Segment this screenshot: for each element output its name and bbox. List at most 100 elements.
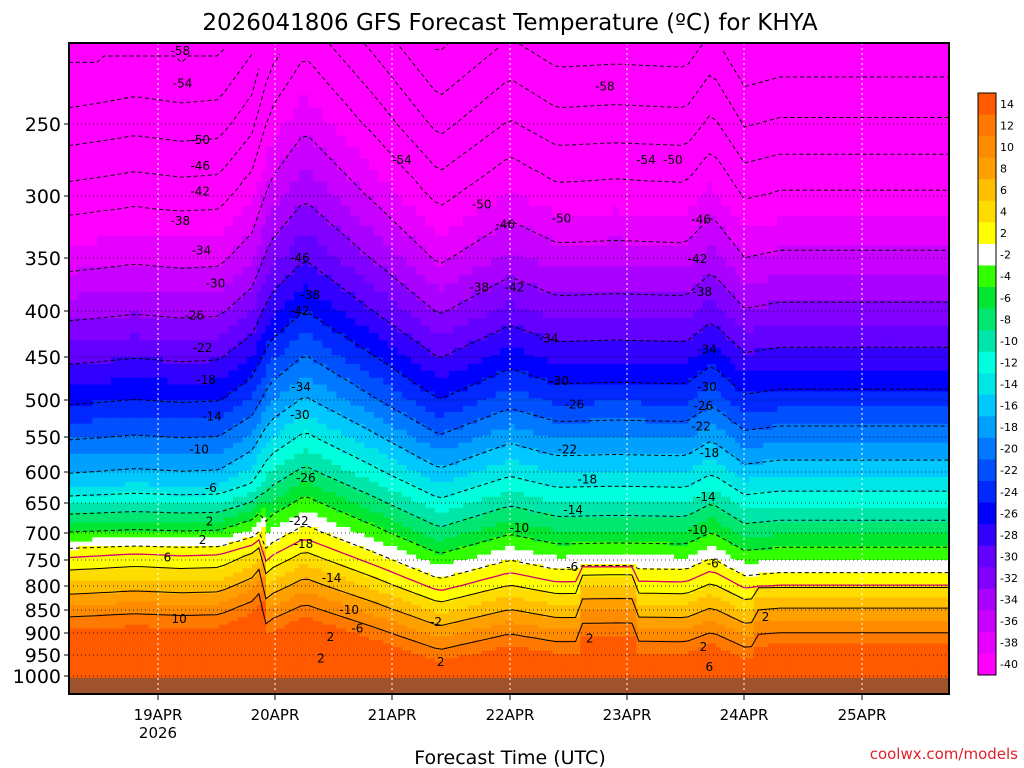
temperature-cell bbox=[153, 170, 159, 183]
temperature-cell bbox=[143, 355, 150, 358]
temperature-cell bbox=[204, 537, 211, 543]
temperature-cell bbox=[167, 476, 173, 483]
temperature-cell bbox=[111, 55, 117, 70]
temperature-cell bbox=[200, 363, 206, 372]
temperature-cell bbox=[134, 355, 140, 358]
temperature-cell bbox=[265, 357, 272, 365]
temperature-cell bbox=[219, 613, 225, 618]
temperature-cell bbox=[251, 81, 258, 96]
temperature-cell bbox=[190, 255, 197, 259]
temperature-cell bbox=[200, 537, 206, 543]
temperature-cell bbox=[204, 196, 211, 207]
temperature-cell bbox=[125, 558, 131, 561]
temperature-cell bbox=[195, 266, 201, 276]
temperature-cell bbox=[214, 568, 220, 574]
temperature-cell bbox=[78, 496, 84, 503]
temperature-cell bbox=[195, 205, 201, 217]
temperature-cell bbox=[129, 621, 136, 626]
temperature-cell bbox=[251, 647, 258, 652]
temperature-cell bbox=[129, 423, 136, 431]
temperature-cell bbox=[125, 643, 131, 648]
temperature-cell bbox=[115, 628, 122, 633]
temperature-cell bbox=[106, 633, 112, 638]
temperature-cell bbox=[148, 205, 154, 217]
temperature-cell bbox=[186, 347, 192, 356]
temperature-cell bbox=[101, 584, 107, 587]
temperature-cell bbox=[190, 481, 197, 488]
temperature-cell bbox=[242, 55, 248, 70]
temperature-cell bbox=[265, 589, 272, 595]
temperature-cell bbox=[115, 391, 122, 399]
temperature-cell bbox=[92, 472, 98, 478]
temperature-cell bbox=[101, 300, 107, 310]
temperature-cell bbox=[204, 437, 211, 444]
temperature-cell bbox=[139, 541, 145, 547]
temperature-cell bbox=[265, 665, 272, 670]
temperature-cell bbox=[219, 398, 225, 401]
temperature-cell bbox=[186, 576, 192, 582]
temperature-cell bbox=[247, 459, 253, 466]
temperature-cell bbox=[186, 665, 192, 670]
temperature-cell bbox=[186, 43, 192, 57]
temperature-cell bbox=[69, 580, 75, 586]
temperature-cell bbox=[78, 647, 84, 652]
temperature-cell bbox=[162, 291, 168, 301]
temperature-cell bbox=[120, 665, 126, 670]
temperature-cell bbox=[97, 609, 103, 611]
temperature-cell bbox=[125, 621, 131, 626]
temperature-cell bbox=[78, 586, 84, 591]
temperature-cell bbox=[261, 486, 267, 493]
temperature-cell bbox=[143, 377, 150, 386]
temperature-cell bbox=[120, 255, 126, 259]
temperature-cell bbox=[162, 537, 168, 543]
temperature-cell bbox=[195, 650, 201, 655]
temperature-cell bbox=[237, 43, 244, 57]
temperature-cell bbox=[247, 370, 253, 379]
temperature-cell bbox=[176, 124, 183, 137]
temperature-cell bbox=[92, 470, 98, 473]
temperature-cell bbox=[111, 300, 117, 310]
temperature-cell bbox=[148, 481, 154, 488]
temperature-cell bbox=[158, 370, 164, 379]
temperature-cell bbox=[261, 333, 267, 342]
temperature-cell bbox=[200, 355, 206, 358]
temperature-cell bbox=[256, 636, 262, 641]
temperature-cell bbox=[265, 266, 272, 276]
temperature-cell bbox=[181, 568, 187, 574]
temperature-cell bbox=[270, 135, 276, 148]
temperature-cell bbox=[125, 120, 131, 125]
temperature-cell bbox=[69, 94, 75, 109]
temperature-cell bbox=[228, 81, 234, 96]
temperature-cell bbox=[153, 517, 159, 523]
temperature-cell bbox=[148, 291, 154, 301]
temperature-cell bbox=[261, 340, 267, 349]
temperature-cell bbox=[200, 55, 206, 70]
temperature-cell bbox=[256, 258, 262, 268]
temperature-cell bbox=[139, 668, 145, 673]
temperature-cell bbox=[111, 170, 117, 183]
temperature-cell bbox=[233, 55, 239, 70]
temperature-cell bbox=[172, 617, 178, 622]
temperature-cell bbox=[204, 486, 211, 493]
temperature-cell bbox=[115, 486, 122, 493]
temperature-cell bbox=[82, 668, 89, 673]
temperature-cell bbox=[204, 423, 211, 431]
temperature-cell bbox=[139, 496, 145, 503]
temperature-cell bbox=[200, 624, 206, 629]
temperature-cell bbox=[143, 601, 150, 606]
temperature-cell bbox=[78, 472, 84, 478]
temperature-cell bbox=[204, 560, 211, 565]
temperature-cell bbox=[82, 43, 89, 57]
temperature-cell bbox=[129, 170, 136, 183]
temperature-cell bbox=[200, 333, 206, 342]
temperature-cell bbox=[186, 541, 192, 547]
temperature-cell bbox=[134, 589, 140, 595]
temperature-cell bbox=[143, 363, 150, 372]
temperature-cell bbox=[200, 501, 206, 504]
temperature-cell bbox=[92, 442, 98, 449]
temperature-cell bbox=[209, 423, 215, 431]
temperature-cell bbox=[209, 340, 215, 349]
temperature-cell bbox=[125, 597, 131, 602]
temperature-cell bbox=[92, 658, 98, 663]
temperature-cell bbox=[270, 68, 276, 83]
